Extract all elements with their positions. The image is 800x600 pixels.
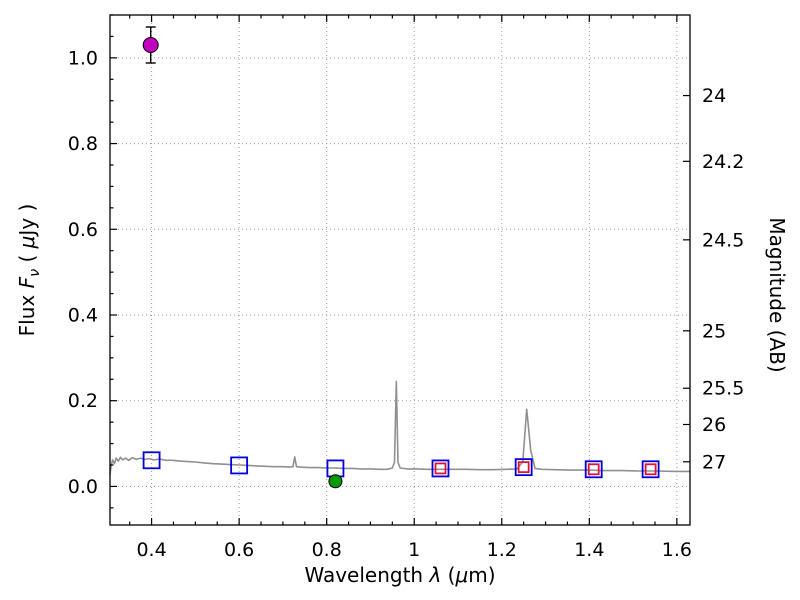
flux-tick-label: 0.0 <box>68 476 98 498</box>
plot-frame <box>109 14 691 526</box>
magnitude-tick-label: 26 <box>702 414 726 436</box>
x-tick-label: 0.6 <box>224 539 254 561</box>
observed-photometry-squares-marker <box>431 459 450 478</box>
x-tick-label: 0.4 <box>136 539 166 561</box>
template-photometry-squares-marker <box>434 462 447 475</box>
x-tick-label: 1 <box>408 539 420 561</box>
flux-tick-label: 0.2 <box>68 390 98 412</box>
flux-tick-label: 0.4 <box>68 305 98 327</box>
magnitude-tick-label: 24 <box>702 85 726 107</box>
magnitude-tick-label: 24.2 <box>702 151 744 173</box>
template-photometry-squares-marker <box>587 463 600 476</box>
magnitude-tick-label: 25 <box>702 320 726 342</box>
magnitude-tick-label: 25.5 <box>702 378 744 400</box>
observed-photometry-squares-marker <box>584 460 603 479</box>
magnitude-tick-label: 24.5 <box>702 229 744 251</box>
magnitude-axis-label: Magnitude (AB) <box>765 217 789 372</box>
observed-photometry-squares-marker <box>142 451 161 470</box>
flux-tick-label: 0.6 <box>68 219 98 241</box>
x-tick-label: 1.4 <box>574 539 604 561</box>
flux-axis-label: Flux Fν ( μJy ) <box>15 204 43 337</box>
observed-photometry-squares-marker <box>514 458 533 477</box>
x-tick-label: 1.6 <box>662 539 692 561</box>
flux-tick-label: 0.8 <box>68 133 98 155</box>
template-photometry-squares-marker <box>517 461 530 474</box>
x-tick-label: 0.8 <box>312 539 342 561</box>
magenta-photometry-point-marker <box>142 37 159 53</box>
green-photometry-point-marker <box>328 474 343 489</box>
x-tick-label: 1.2 <box>487 539 517 561</box>
observed-photometry-squares-marker <box>230 456 249 475</box>
observed-photometry-squares-marker <box>641 460 660 479</box>
flux-tick-label: 1.0 <box>68 47 98 69</box>
magnitude-tick-label: 27 <box>702 451 726 473</box>
template-photometry-squares-marker <box>644 463 657 476</box>
x-axis-label: Wavelength λ (μm) <box>304 563 495 587</box>
model-spectrum-line <box>109 380 690 475</box>
